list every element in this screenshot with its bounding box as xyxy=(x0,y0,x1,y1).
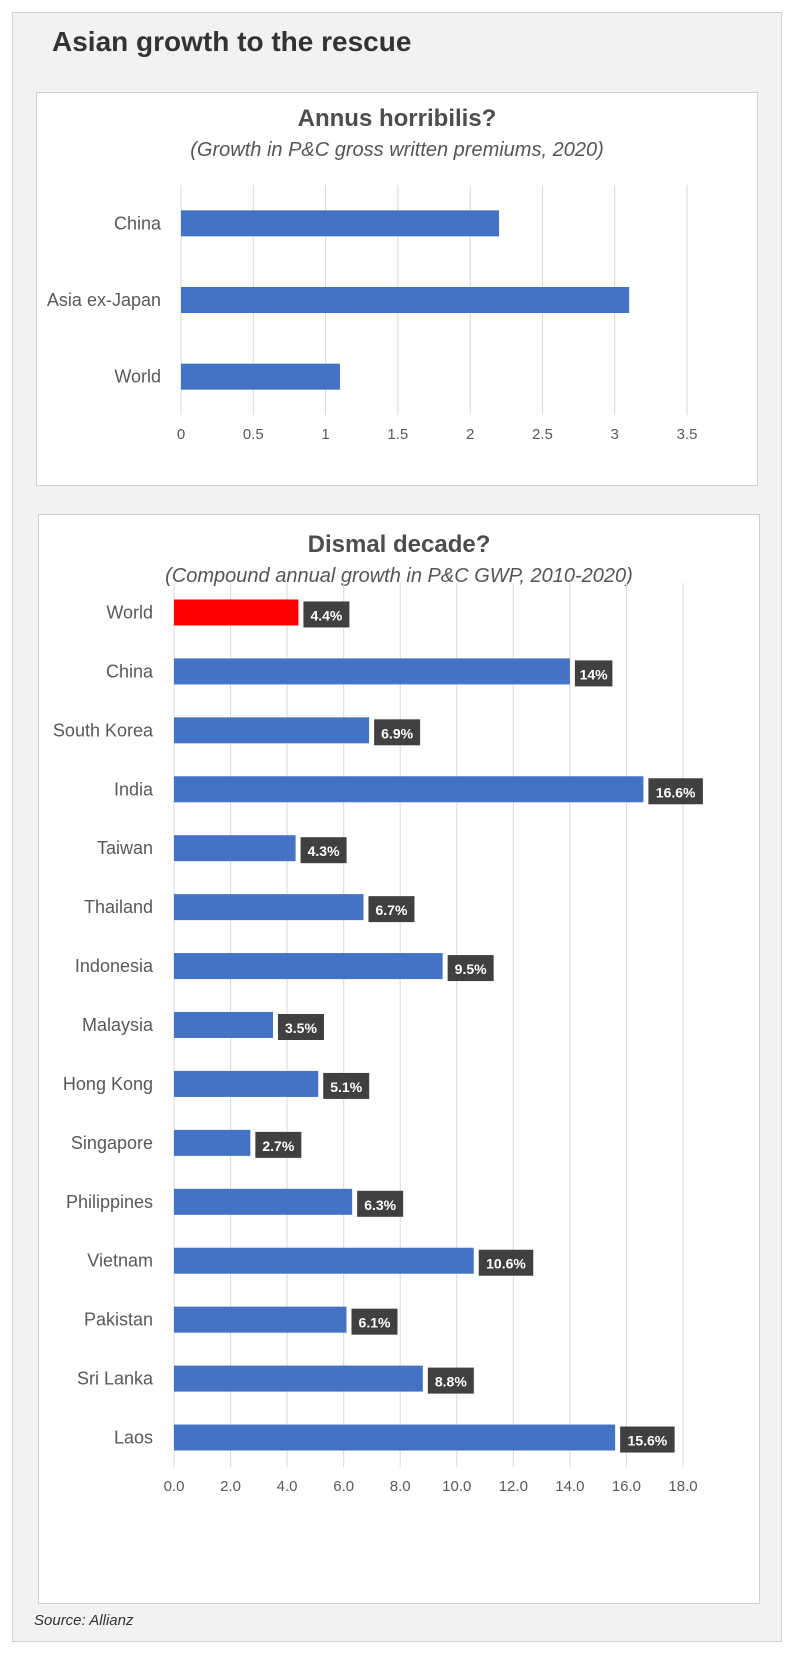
category-label: Thailand xyxy=(84,897,153,917)
data-label-box xyxy=(368,896,415,923)
bar xyxy=(174,776,644,803)
x-tick-label: 0 xyxy=(177,426,185,443)
category-label: Singapore xyxy=(71,1133,153,1153)
x-tick-label: 12.0 xyxy=(499,1478,528,1495)
x-tick-label: 18.0 xyxy=(668,1478,697,1495)
data-label-box xyxy=(303,601,350,628)
data-label: 9.5% xyxy=(455,961,487,977)
bar xyxy=(181,287,630,313)
category-label: Philippines xyxy=(66,1192,153,1212)
data-label: 15.6% xyxy=(628,1433,668,1449)
x-tick-label: 14.0 xyxy=(555,1478,584,1495)
bar-chart-svg: 0 0.5 1 1.5 2 2.5 3 3.5 China Asia ex-Japan World xyxy=(47,185,698,443)
bar xyxy=(181,363,341,390)
bar xyxy=(174,894,364,921)
x-tick-label: 3 xyxy=(611,426,619,443)
data-label: 16.6% xyxy=(656,784,696,800)
category-label: World xyxy=(114,367,161,387)
data-label: 4.4% xyxy=(310,607,342,623)
bar xyxy=(174,717,370,744)
bar xyxy=(174,599,299,626)
chart-title: Dismal decade? xyxy=(307,531,491,558)
category-label: Indonesia xyxy=(75,956,154,976)
category-label: Hong Kong xyxy=(63,1074,153,1094)
data-label-box xyxy=(357,1190,404,1217)
category-label: Vietnam xyxy=(87,1251,153,1271)
x-tick-label: 2.5 xyxy=(532,426,553,443)
x-tick-label: 3.5 xyxy=(677,426,698,443)
data-label: 4.3% xyxy=(308,843,340,859)
data-label-box xyxy=(620,1426,675,1453)
bar xyxy=(181,210,500,237)
bar xyxy=(174,1424,616,1451)
category-label: India xyxy=(114,779,154,799)
bar xyxy=(174,835,296,862)
data-label: 2.7% xyxy=(262,1138,294,1154)
category-label: World xyxy=(106,602,153,622)
category-label: Laos xyxy=(114,1428,153,1448)
data-label: 3.5% xyxy=(285,1020,317,1036)
data-label-box xyxy=(374,719,421,746)
category-label: South Korea xyxy=(53,720,154,740)
x-tick-label: 1 xyxy=(321,426,329,443)
category-label: Pakistan xyxy=(84,1310,153,1330)
chart-subtitle: (Growth in P&C gross written premiums, 2… xyxy=(190,139,604,161)
x-tick-label: 2 xyxy=(466,426,474,443)
data-label: 8.8% xyxy=(435,1374,467,1390)
data-label-box xyxy=(648,778,703,805)
x-tick-label: 10.0 xyxy=(442,1478,471,1495)
category-label: Malaysia xyxy=(82,1015,154,1035)
x-tick-label: 8.0 xyxy=(390,1478,411,1495)
chart-title: Annus horribilis? xyxy=(297,105,497,132)
bar xyxy=(174,658,570,685)
data-label-box xyxy=(447,955,494,982)
data-label: 6.1% xyxy=(359,1315,391,1331)
category-label: Asia ex-Japan xyxy=(47,290,161,310)
x-tick-label: 16.0 xyxy=(612,1478,641,1495)
bar xyxy=(174,1247,474,1274)
bar xyxy=(174,1012,273,1038)
category-label: Sri Lanka xyxy=(77,1369,154,1389)
bar xyxy=(174,1129,251,1156)
data-label-box xyxy=(277,1014,324,1040)
page-title: Asian growth to the rescue xyxy=(52,26,412,57)
data-label-box xyxy=(574,660,613,687)
bar xyxy=(174,1070,319,1097)
x-tick-label: 4.0 xyxy=(277,1478,298,1495)
bar xyxy=(174,953,443,980)
category-label: China xyxy=(106,661,154,681)
data-label-box xyxy=(427,1367,474,1394)
x-tick-label: 2.0 xyxy=(220,1478,241,1495)
chart-subtitle: (Compound annual growth in P&C GWP, 2010… xyxy=(165,565,633,587)
data-label-box xyxy=(323,1072,370,1099)
data-label: 10.6% xyxy=(486,1256,526,1272)
category-label: China xyxy=(114,213,162,233)
data-label: 5.1% xyxy=(330,1079,362,1095)
x-tick-label: 6.0 xyxy=(333,1478,354,1495)
bar xyxy=(174,1188,353,1215)
data-label: 14% xyxy=(580,666,609,682)
data-label: 6.9% xyxy=(381,725,413,741)
data-label-box xyxy=(255,1131,302,1158)
data-label-box xyxy=(478,1249,534,1276)
x-tick-label: 1.5 xyxy=(387,426,408,443)
bar xyxy=(174,1306,347,1333)
x-tick-label: 0.5 xyxy=(243,426,264,443)
data-label-box xyxy=(351,1308,398,1335)
data-label-box xyxy=(300,837,347,864)
x-tick-label: 0.0 xyxy=(164,1478,185,1495)
bar xyxy=(174,1365,423,1392)
category-label: Taiwan xyxy=(97,838,153,858)
source-note: Source: Allianz xyxy=(34,1612,134,1629)
bar-chart-svg: 0.0 2.0 4.0 6.0 8.0 10.0 12.0 14.0 16.0 18.0 World… xyxy=(53,583,703,1495)
data-label: 6.3% xyxy=(364,1197,396,1213)
data-label: 6.7% xyxy=(376,902,408,918)
chart-panel-dismal-decade: Dismal decade? (Compound annual growth i… xyxy=(38,514,760,1604)
chart-panel-annus-horribilis: Annus horribilis? (Growth in P&C gross w… xyxy=(36,92,758,486)
